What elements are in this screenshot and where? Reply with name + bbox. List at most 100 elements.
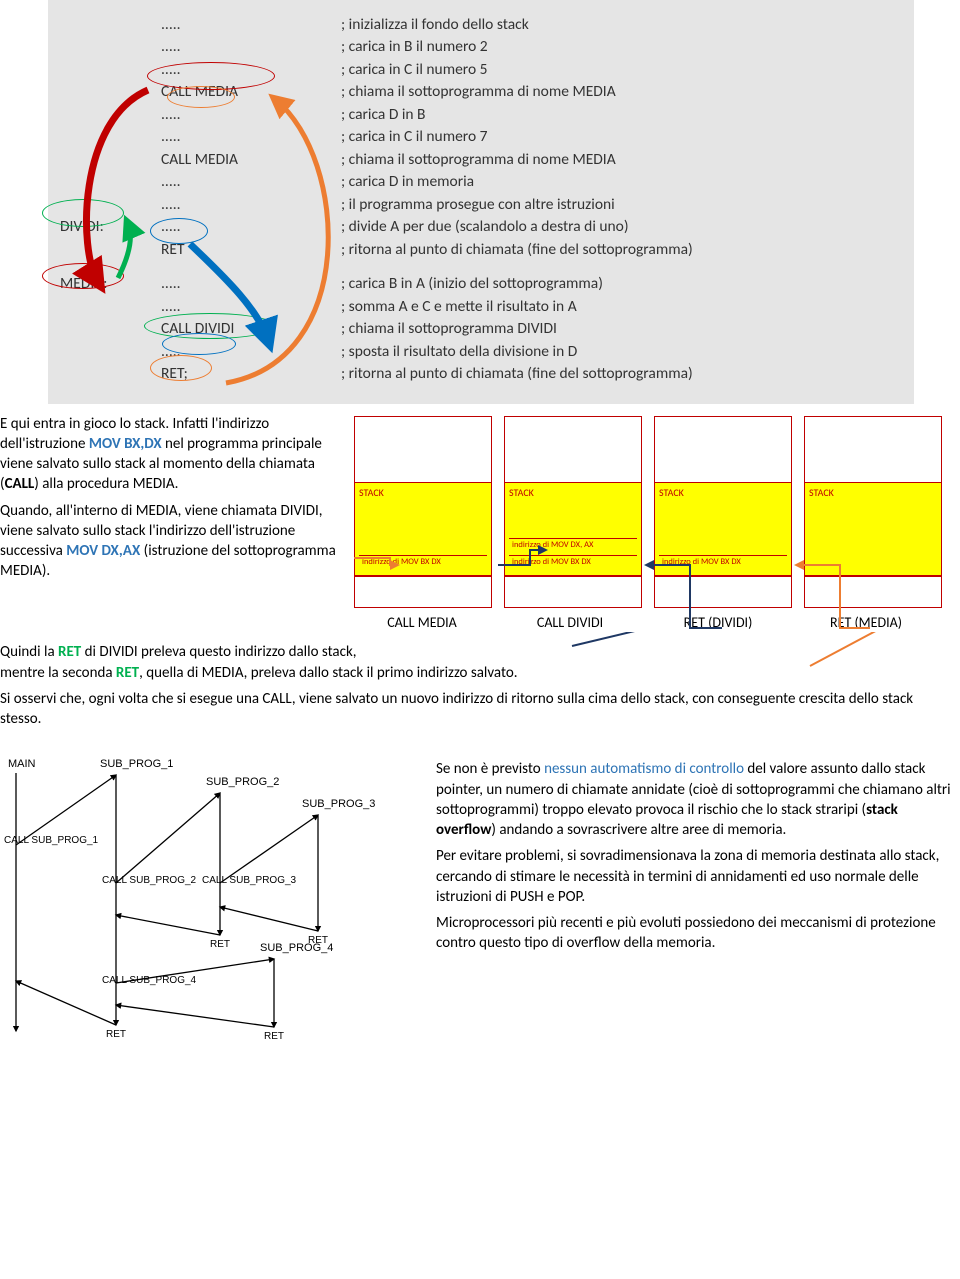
stack-caption: RET (DIVIDI): [650, 614, 786, 633]
code-instr: .....: [155, 59, 341, 81]
code-label: [60, 296, 155, 318]
para-overflow: Se non è previsto nessun automatismo di …: [436, 759, 954, 840]
code-instr: .....: [155, 216, 341, 238]
text: ) alla procedura MEDIA.: [34, 475, 178, 493]
stack-diagram: STACKindirizzo di MOV BX DXSTACKindirizz…: [350, 410, 960, 633]
code-instr: .....: [155, 341, 341, 363]
para-stack-media: Quando, all'interno di MEDIA, viene chia…: [0, 501, 340, 582]
ret1: RET: [58, 643, 81, 661]
flow-ret4: RET: [264, 1031, 284, 1042]
code-comment: ; chiama il sottoprogramma di nome MEDIA: [341, 81, 894, 103]
bottom-row: MAIN SUB_PROG_1 SUB_PROG_2 SUB_PROG_3 SU…: [0, 751, 960, 1061]
code-instr: RET;: [155, 363, 341, 385]
code-label: DIVIDI:: [60, 216, 155, 238]
code-block: .....; inizializza il fondo dello stack.…: [48, 0, 914, 404]
text: , quella di MEDIA, preleva dallo stack i…: [139, 664, 517, 682]
code-instr: .....: [155, 36, 341, 58]
code-row: .....; inizializza il fondo dello stack: [60, 14, 894, 36]
para-ret: Quindi la RET di DIVIDI preleva questo i…: [0, 642, 956, 683]
no-auto: nessun automatismo di controllo: [544, 760, 744, 778]
code-comment: ; ritorna al punto di chiamata (fine del…: [341, 363, 894, 385]
code-label: [60, 261, 155, 273]
code-comment: ; il programma prosegue con altre istruz…: [341, 194, 894, 216]
stack-cell: indirizzo di MOV BX DX: [509, 555, 637, 572]
code-label: [60, 104, 155, 126]
text: ) andando a sovrascrivere altre aree di …: [491, 821, 786, 839]
stack-caption: CALL DIVIDI: [502, 614, 638, 633]
mov-dx-ax: MOV DX,AX: [66, 542, 140, 560]
text: Quindi la: [0, 643, 58, 661]
code-row: .....; carica in B il numero 2: [60, 36, 894, 58]
code-comment: ; carica B in A (inizio del sottoprogram…: [341, 273, 894, 295]
code-comment: ; carica in C il numero 5: [341, 59, 894, 81]
code-comment: ; carica D in B: [341, 104, 894, 126]
stack-cell: indirizzo di MOV BX DX: [659, 555, 787, 572]
code-label: [60, 341, 155, 363]
flow-ret3: RET: [308, 935, 328, 946]
code-instr: .....: [155, 296, 341, 318]
code-instr: CALL MEDIA: [155, 149, 341, 171]
stack-label: STACK: [359, 486, 487, 555]
text: di DIVIDI preleva questo indirizzo dallo…: [81, 643, 356, 661]
code-label: [60, 14, 155, 36]
code-label: [60, 239, 155, 261]
code-row: [60, 261, 894, 273]
flow-call3: CALL SUB_PROG_3: [202, 875, 297, 886]
code-instr: .....: [155, 104, 341, 126]
stack-label: STACK: [509, 486, 637, 538]
code-row: CALL DIVIDI; chiama il sottoprogramma DI…: [60, 318, 894, 340]
code-row: CALL MEDIA; chiama il sottoprogramma di …: [60, 149, 894, 171]
code-label: [60, 194, 155, 216]
code-row: .....; carica D in memoria: [60, 171, 894, 193]
code-comment: ; chiama il sottoprogramma DIVIDI: [341, 318, 894, 340]
code-row: RET;; ritorna al punto di chiamata (fine…: [60, 363, 894, 385]
mid-text: E qui entra in gioco lo stack. Infatti l…: [0, 410, 350, 588]
code-instr: [155, 261, 341, 273]
code-label: MEDIA:: [60, 273, 155, 295]
code-row: .....; somma A e C e mette il risultato …: [60, 296, 894, 318]
flow-main: MAIN: [8, 758, 36, 770]
para-modern: Microprocessori più recenti e più evolut…: [436, 913, 954, 954]
flow-sp1: SUB_PROG_1: [100, 758, 173, 770]
code-row: RET; ritorna al punto di chiamata (fine …: [60, 239, 894, 261]
code-row: MEDIA:.....; carica B in A (inizio del s…: [60, 273, 894, 295]
flow-sp2: SUB_PROG_2: [206, 776, 279, 788]
stack-cell: indirizzo di MOV BX DX: [359, 555, 487, 572]
code-comment: ; carica in B il numero 2: [341, 36, 894, 58]
code-label: [60, 59, 155, 81]
flow-call1: CALL SUB_PROG_1: [4, 835, 99, 846]
code-comment: ; inizializza il fondo dello stack: [341, 14, 894, 36]
code-row: .....; il programma prosegue con altre i…: [60, 194, 894, 216]
code-instr: CALL DIVIDI: [155, 318, 341, 340]
code-label: [60, 81, 155, 103]
code-instr: .....: [155, 126, 341, 148]
flow-ret1: RET: [106, 1029, 126, 1040]
para-stack-intro: E qui entra in gioco lo stack. Infatti l…: [0, 414, 340, 495]
code-row: .....; carica in C il numero 7: [60, 126, 894, 148]
code-row: .....; carica in C il numero 5: [60, 59, 894, 81]
code-comment: ; carica D in memoria: [341, 171, 894, 193]
stack-box: STACKindirizzo di MOV DX, AXindirizzo di…: [504, 416, 642, 608]
code-row: .....; sposta il risultato della divisio…: [60, 341, 894, 363]
stack-cell: indirizzo di MOV DX, AX: [509, 538, 637, 555]
code-comment: ; sposta il risultato della divisione in…: [341, 341, 894, 363]
code-instr: RET: [155, 239, 341, 261]
stack-caption: RET (MEDIA): [798, 614, 934, 633]
code-instr: .....: [155, 14, 341, 36]
stack-caption: CALL MEDIA: [354, 614, 490, 633]
call-bold: CALL: [5, 475, 35, 493]
stack-box: STACKindirizzo di MOV BX DX: [654, 416, 792, 608]
flow-sp3: SUB_PROG_3: [302, 798, 375, 810]
text: Se non è previsto: [436, 760, 544, 778]
ret2: RET: [116, 664, 139, 682]
code-label: [60, 318, 155, 340]
code-row: DIVIDI:.....; divide A per due (scalando…: [60, 216, 894, 238]
flow-ret2: RET: [210, 939, 230, 950]
code-label: [60, 171, 155, 193]
code-label: [60, 36, 155, 58]
flow-diagram: MAIN SUB_PROG_1 SUB_PROG_2 SUB_PROG_3 SU…: [0, 751, 422, 1061]
code-label: [60, 149, 155, 171]
para-avoid: Per evitare problemi, si sovradimensiona…: [436, 846, 954, 907]
code-label: [60, 126, 155, 148]
code-comment: ; ritorna al punto di chiamata (fine del…: [341, 239, 894, 261]
